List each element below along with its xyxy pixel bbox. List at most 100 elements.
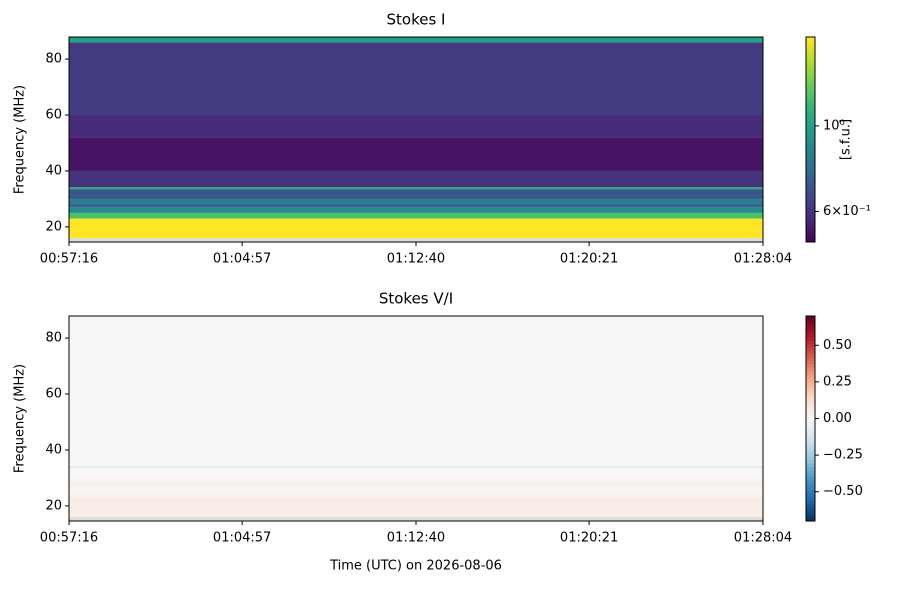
x-tick-label: 01:20:21 bbox=[560, 252, 618, 267]
colorbar-cell bbox=[806, 466, 815, 471]
heatmap-band bbox=[69, 491, 763, 498]
x-tick-label: 01:28:04 bbox=[734, 531, 792, 546]
y-tick-label: 40 bbox=[45, 442, 62, 457]
colorbar-cell bbox=[806, 408, 815, 413]
colorbar-cell bbox=[806, 363, 815, 368]
x-tick-label: 01:12:40 bbox=[387, 531, 445, 546]
x-tick-label: 01:28:04 bbox=[734, 252, 792, 267]
colorbar-cell bbox=[806, 404, 815, 409]
colorbar-cell bbox=[806, 50, 815, 55]
heatmap-band bbox=[69, 218, 763, 239]
colorbar-cell bbox=[806, 238, 815, 243]
colorbar-cell bbox=[806, 129, 815, 134]
colorbar-cell bbox=[806, 142, 815, 147]
colorbar-cell bbox=[806, 224, 815, 229]
colorbar-cell bbox=[806, 319, 815, 324]
colorbar-cell bbox=[806, 163, 815, 168]
colorbar-cell bbox=[806, 387, 815, 392]
heatmap-band bbox=[69, 321, 763, 395]
colorbar-tick-label: 0.00 bbox=[823, 411, 852, 426]
colorbar-cell bbox=[806, 132, 815, 137]
heatmap-band bbox=[69, 37, 763, 43]
colorbar-cell bbox=[806, 380, 815, 385]
colorbar-cell bbox=[806, 122, 815, 127]
chart-title: Stokes I bbox=[387, 11, 446, 29]
colorbar-cell bbox=[806, 425, 815, 430]
x-tick-label: 00:57:16 bbox=[40, 531, 98, 546]
heatmap-band bbox=[69, 468, 763, 478]
colorbar-cell bbox=[806, 180, 815, 185]
y-tick-label: 80 bbox=[45, 331, 62, 346]
colorbar-label: [s.f.u.] bbox=[839, 119, 854, 160]
y-axis-label: Frequency (MHz) bbox=[13, 85, 28, 194]
colorbar-cell bbox=[806, 88, 815, 93]
colorbar-cell bbox=[806, 421, 815, 426]
heatmap-band bbox=[69, 394, 763, 417]
colorbar-cell bbox=[806, 493, 815, 498]
y-axis-label: Frequency (MHz) bbox=[13, 364, 28, 473]
heatmap-band bbox=[69, 466, 763, 469]
colorbar-cell bbox=[806, 391, 815, 396]
colorbar-cell bbox=[806, 201, 815, 205]
colorbar-cell bbox=[806, 228, 815, 233]
colorbar-cell bbox=[806, 112, 815, 117]
colorbar-cell bbox=[806, 486, 815, 491]
colorbar-cell bbox=[806, 54, 815, 58]
heatmap-band bbox=[69, 189, 763, 199]
x-tick-label: 01:04:57 bbox=[213, 252, 271, 267]
colorbar-cell bbox=[806, 166, 815, 171]
colorbar-cell bbox=[806, 517, 815, 522]
heatmap-band bbox=[69, 137, 763, 171]
colorbar-cell bbox=[806, 449, 815, 454]
heatmap-band bbox=[69, 497, 763, 518]
colorbar-cell bbox=[806, 197, 815, 202]
y-tick-label: 60 bbox=[45, 387, 62, 402]
colorbar-cell bbox=[806, 57, 815, 62]
heatmap-band bbox=[69, 187, 763, 190]
colorbar-cell bbox=[806, 480, 815, 484]
colorbar-cell bbox=[806, 432, 815, 437]
colorbar-cell bbox=[806, 214, 815, 219]
colorbar-cell bbox=[806, 357, 815, 361]
colorbar-cell bbox=[806, 469, 815, 474]
colorbar-cell bbox=[806, 514, 815, 519]
colorbar-cell bbox=[806, 91, 815, 96]
colorbar-cell bbox=[806, 329, 815, 334]
colorbar-cell bbox=[806, 170, 815, 175]
colorbar-cell bbox=[806, 360, 815, 365]
colorbar-cell bbox=[806, 428, 815, 433]
colorbar-cell bbox=[806, 108, 815, 113]
colorbar-tick-label: −0.25 bbox=[823, 448, 863, 463]
y-tick-label: 60 bbox=[45, 108, 62, 123]
colorbar-cell bbox=[806, 81, 815, 86]
colorbar-cell bbox=[806, 459, 815, 464]
colorbar-cell bbox=[806, 218, 815, 222]
colorbar-cell bbox=[806, 456, 815, 460]
colorbar-cell bbox=[806, 231, 815, 236]
colorbar-cell bbox=[806, 125, 815, 130]
heatmap-band bbox=[69, 203, 763, 208]
colorbar-cell bbox=[806, 149, 815, 154]
colorbar-cell bbox=[806, 483, 815, 488]
colorbar-cell bbox=[806, 507, 815, 512]
colorbar-cell bbox=[806, 452, 815, 457]
colorbar-cell bbox=[806, 146, 815, 151]
colorbar-cell bbox=[806, 98, 815, 103]
colorbar-cell bbox=[806, 187, 815, 192]
colorbar-cell bbox=[806, 78, 815, 82]
colorbar-cell bbox=[806, 343, 815, 348]
colorbar-cell bbox=[806, 336, 815, 341]
colorbar-cell bbox=[806, 84, 815, 89]
colorbar-cell bbox=[806, 95, 815, 99]
colorbar-cell bbox=[806, 367, 815, 372]
heatmap-band bbox=[69, 482, 763, 487]
colorbar-cell bbox=[806, 394, 815, 399]
colorbar-cell bbox=[806, 119, 815, 123]
colorbar-cell bbox=[806, 67, 815, 72]
heatmap-band bbox=[69, 115, 763, 138]
colorbar-tick-label: 0.25 bbox=[823, 374, 852, 389]
colorbar-cell bbox=[806, 415, 815, 419]
colorbar-cell bbox=[806, 384, 815, 389]
colorbar-cell bbox=[806, 377, 815, 382]
chart-title: Stokes V/I bbox=[379, 290, 453, 308]
